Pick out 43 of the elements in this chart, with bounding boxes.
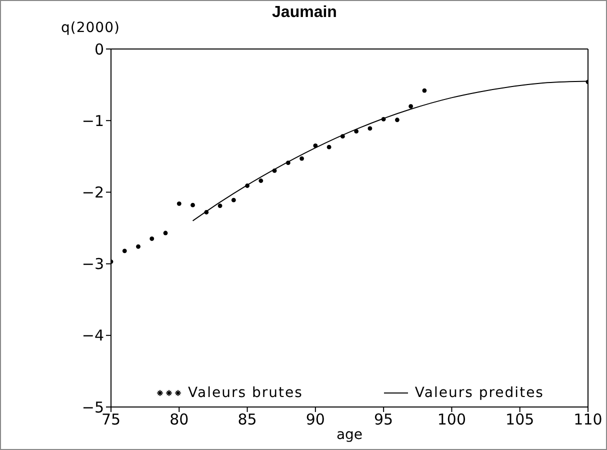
point xyxy=(231,198,236,202)
legend-label: Valeurs predites xyxy=(414,385,544,401)
y-tick-label: −4 xyxy=(82,326,104,345)
point xyxy=(122,248,127,254)
x-tick-label: 95 xyxy=(374,410,394,429)
x-tick-label: 90 xyxy=(306,410,325,429)
point xyxy=(340,134,345,139)
point xyxy=(204,210,209,214)
y-tick-label: −5 xyxy=(82,398,104,416)
x-tick-label: 105 xyxy=(506,410,534,429)
point xyxy=(381,116,386,122)
point xyxy=(368,126,372,131)
x-tick-label: 110 xyxy=(574,410,602,429)
point xyxy=(272,168,277,173)
point xyxy=(218,204,222,208)
point xyxy=(354,129,359,134)
point xyxy=(326,144,332,150)
point xyxy=(422,88,427,93)
point xyxy=(190,202,195,208)
point xyxy=(136,244,140,249)
line-series xyxy=(192,80,588,222)
legend-label: Valeurs brutes xyxy=(188,385,303,401)
y-axis-title: q(2000) xyxy=(61,20,120,36)
point xyxy=(258,178,264,183)
x-tick-label: 85 xyxy=(238,410,257,429)
y-tick-label: −1 xyxy=(82,112,104,130)
point xyxy=(245,184,250,188)
x-axis-title: age xyxy=(336,427,363,443)
point xyxy=(286,160,290,166)
point xyxy=(300,156,304,161)
point xyxy=(313,143,318,148)
y-tick-label: −2 xyxy=(82,184,104,202)
y-tick-label: 0 xyxy=(94,40,104,58)
x-tick-label: 100 xyxy=(437,410,466,429)
y-tick-label: −3 xyxy=(82,255,104,274)
x-tick-label: 75 xyxy=(101,410,121,429)
x-tick-label: 80 xyxy=(170,410,189,429)
point xyxy=(176,201,182,206)
chart-title: Jaumain xyxy=(272,4,337,21)
point xyxy=(408,104,414,108)
point xyxy=(150,236,154,241)
point xyxy=(163,230,168,236)
point xyxy=(395,118,400,122)
